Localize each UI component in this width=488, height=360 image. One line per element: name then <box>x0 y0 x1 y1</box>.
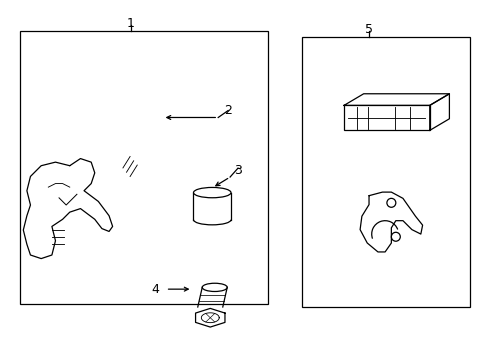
Text: 5: 5 <box>364 23 372 36</box>
Bar <box>344 105 429 130</box>
Bar <box>301 37 469 307</box>
Text: 1: 1 <box>127 17 135 30</box>
Text: 3: 3 <box>234 163 242 176</box>
Text: 4: 4 <box>151 283 159 296</box>
Bar <box>20 31 267 304</box>
Text: 2: 2 <box>224 104 232 117</box>
